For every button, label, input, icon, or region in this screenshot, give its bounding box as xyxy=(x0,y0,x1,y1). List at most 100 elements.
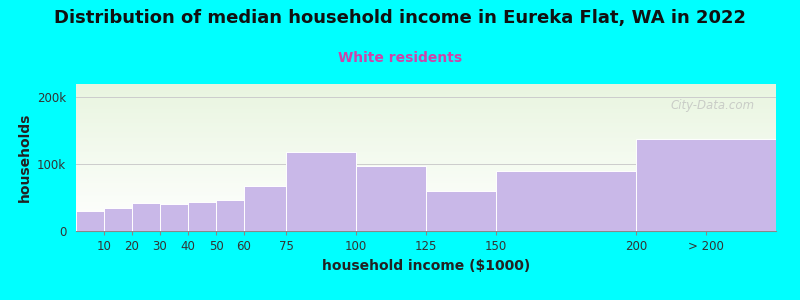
Bar xyxy=(76,107,776,108)
Bar xyxy=(76,148,776,149)
Bar xyxy=(76,163,776,164)
Bar xyxy=(76,118,776,119)
Bar xyxy=(76,160,776,161)
Bar xyxy=(76,190,776,191)
Bar xyxy=(76,151,776,152)
Bar xyxy=(76,223,776,224)
Bar xyxy=(76,199,776,200)
Bar xyxy=(76,142,776,143)
Bar xyxy=(76,225,776,226)
Bar xyxy=(76,108,776,109)
Bar xyxy=(76,171,776,172)
Bar xyxy=(76,161,776,162)
Bar xyxy=(76,85,776,86)
Bar xyxy=(76,102,776,103)
Bar xyxy=(76,221,776,222)
Bar xyxy=(76,212,776,213)
X-axis label: household income ($1000): household income ($1000) xyxy=(322,259,530,273)
Bar xyxy=(76,152,776,153)
Bar xyxy=(76,87,776,88)
Bar xyxy=(76,206,776,207)
Bar xyxy=(76,117,776,118)
Bar xyxy=(76,101,776,102)
Bar xyxy=(76,95,776,96)
Bar xyxy=(76,139,776,140)
Bar xyxy=(76,191,776,192)
Bar xyxy=(76,126,776,127)
Bar xyxy=(76,209,776,210)
Bar xyxy=(76,110,776,111)
Bar xyxy=(76,145,776,146)
Bar xyxy=(76,186,776,187)
Bar xyxy=(76,149,776,150)
Bar xyxy=(76,138,776,139)
Bar xyxy=(76,136,776,137)
Bar xyxy=(76,198,776,199)
Bar xyxy=(76,94,776,95)
Bar xyxy=(76,133,776,134)
Bar xyxy=(76,154,776,155)
Bar xyxy=(76,174,776,175)
Y-axis label: households: households xyxy=(18,113,31,202)
Bar xyxy=(76,135,776,136)
Bar xyxy=(76,196,776,197)
Bar xyxy=(76,218,776,219)
Bar xyxy=(76,205,776,206)
Bar xyxy=(76,200,776,201)
Bar xyxy=(76,128,776,129)
Bar xyxy=(76,121,776,122)
Bar xyxy=(76,180,776,181)
Bar xyxy=(76,129,776,130)
Bar xyxy=(76,188,776,189)
Bar xyxy=(76,122,776,123)
Bar xyxy=(76,229,776,230)
Bar xyxy=(160,204,188,231)
Bar xyxy=(76,189,776,190)
Bar xyxy=(76,153,776,154)
Bar xyxy=(76,144,776,145)
Bar xyxy=(76,215,776,216)
Bar xyxy=(76,125,776,126)
Bar xyxy=(76,227,776,228)
Bar xyxy=(76,164,776,165)
Bar xyxy=(76,116,776,117)
Bar xyxy=(76,178,776,179)
Bar xyxy=(76,112,776,113)
Bar xyxy=(76,204,776,205)
Bar xyxy=(76,220,776,221)
Bar xyxy=(104,208,132,231)
Bar xyxy=(76,219,776,220)
Bar xyxy=(76,140,776,141)
Text: Distribution of median household income in Eureka Flat, WA in 2022: Distribution of median household income … xyxy=(54,9,746,27)
Bar xyxy=(76,182,776,183)
Bar xyxy=(76,168,776,169)
Bar xyxy=(76,213,776,214)
Bar xyxy=(76,224,776,225)
Bar xyxy=(426,191,496,231)
Bar xyxy=(76,156,776,157)
Bar xyxy=(76,159,776,160)
Bar xyxy=(76,115,776,116)
Bar xyxy=(76,202,776,203)
Bar xyxy=(76,167,776,168)
Bar xyxy=(76,203,776,204)
Bar xyxy=(76,99,776,100)
Bar xyxy=(76,111,776,112)
Bar xyxy=(76,211,776,212)
Bar xyxy=(76,150,776,151)
Bar xyxy=(76,195,776,196)
Bar xyxy=(76,175,776,176)
Bar xyxy=(76,217,776,218)
Bar xyxy=(76,177,776,178)
Bar xyxy=(76,214,776,215)
Bar xyxy=(76,170,776,171)
Bar xyxy=(76,208,776,209)
Bar xyxy=(76,123,776,124)
Bar xyxy=(76,211,104,231)
Bar xyxy=(76,93,776,94)
Bar xyxy=(496,171,636,231)
Bar xyxy=(76,120,776,121)
Bar xyxy=(76,98,776,99)
Bar xyxy=(76,114,776,115)
Bar xyxy=(76,146,776,147)
